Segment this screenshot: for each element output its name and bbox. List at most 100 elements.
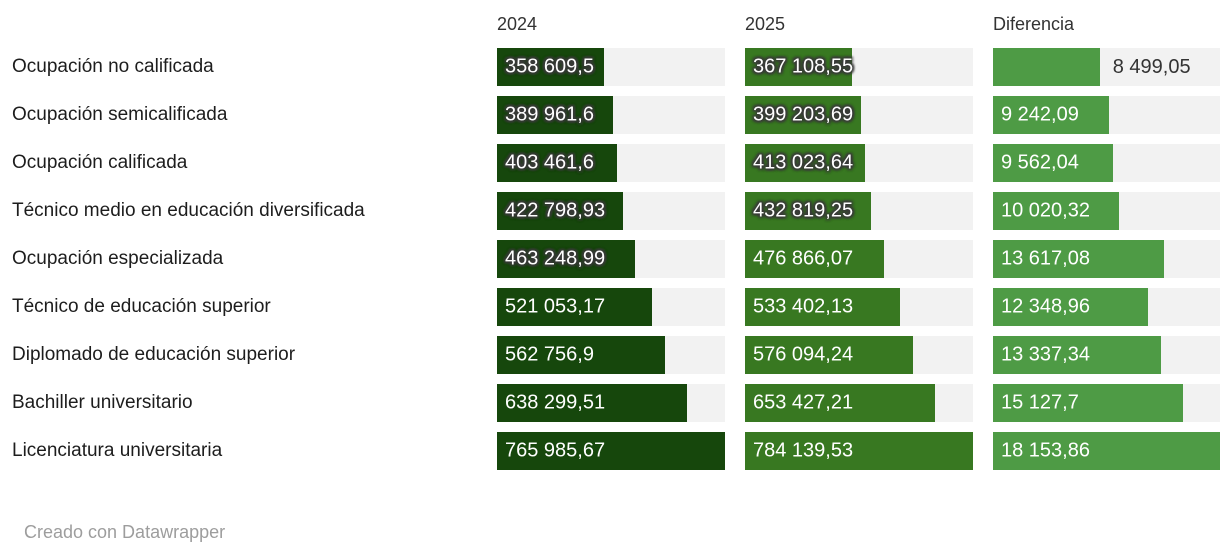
bar-track: 432 819,25 <box>745 192 973 230</box>
bar-value-label: 413 023,64 <box>753 151 854 174</box>
bar-track: 653 427,21 <box>745 384 973 422</box>
bar-track: 399 203,69 <box>745 96 973 134</box>
bar-value-label: 12 348,96 <box>1001 295 1090 318</box>
bar-value-label: 576 094,24 <box>753 343 854 366</box>
bar-diferencia <box>993 192 1119 230</box>
bar-2024 <box>497 96 614 134</box>
table-row: Licenciatura universitaria 765 985,67 784 … <box>12 432 1220 480</box>
bar-value-label: 358 609,5 <box>505 55 594 78</box>
bar-2024 <box>497 336 665 374</box>
bar-value-label: 389 961,6 <box>505 103 594 126</box>
row-label: Ocupación calificada <box>12 152 188 173</box>
bar-diferencia <box>993 240 1165 278</box>
bar-track: 403 461,6 <box>497 144 725 182</box>
bar-2024 <box>497 432 725 470</box>
bar-track: 9 242,09 <box>993 96 1220 134</box>
bar-track: 358 609,5 <box>497 48 725 86</box>
bar-value-label: 18 153,86 <box>1001 439 1090 462</box>
column-header-2025: 2025 <box>745 13 786 34</box>
bar-track: 638 299,51 <box>497 384 725 422</box>
bar-track: 463 248,99 <box>497 240 725 278</box>
bar-2024 <box>497 240 635 278</box>
bar-value-label: 533 402,13 <box>753 295 854 318</box>
row-label: Ocupación especializada <box>12 248 224 269</box>
bar-2025 <box>745 144 866 182</box>
bar-diferencia <box>993 144 1114 182</box>
bar-value-label: 403 461,6 <box>505 151 594 174</box>
bar-diferencia <box>993 336 1161 374</box>
bar-track: 476 866,07 <box>745 240 973 278</box>
bar-value-label: 765 985,67 <box>505 439 606 462</box>
bar-value-label: 562 756,9 <box>505 343 594 366</box>
bar-value-label: 9 242,09 <box>1001 103 1079 126</box>
bar-value-label: 10 020,32 <box>1001 199 1090 222</box>
bar-track: 9 562,04 <box>993 144 1220 182</box>
table-row: Diplomado de educación superior 562 756,9… <box>12 336 1220 384</box>
row-label: Ocupación no calificada <box>12 56 214 77</box>
row-label: Técnico de educación superior <box>12 296 271 317</box>
bar-track: 15 127,7 <box>993 384 1220 422</box>
row-label: Bachiller universitario <box>12 392 193 413</box>
bar-value-label: 399 203,69 <box>753 103 854 126</box>
bar-2025 <box>745 384 935 422</box>
column-header-diferencia: Diferencia <box>993 13 1075 34</box>
bar-value-label: 13 337,34 <box>1001 343 1090 366</box>
bar-value-label: 422 798,93 <box>505 199 606 222</box>
bar-track: 422 798,93 <box>497 192 725 230</box>
bar-2025 <box>745 240 884 278</box>
table-row: Ocupación no calificada 358 609,5 367 108,… <box>12 48 1220 96</box>
bar-value-label: 8 499,05 <box>1112 55 1191 78</box>
bar-track: 18 153,86 <box>993 432 1220 470</box>
datawrapper-credit-link[interactable]: Creado con Datawrapper <box>24 522 226 542</box>
bar-track: 765 985,67 <box>497 432 725 470</box>
bar-value-label: 653 427,21 <box>753 391 854 414</box>
row-label: Licenciatura universitaria <box>12 440 223 461</box>
table-row: Ocupación calificada 403 461,6 413 023,64 9… <box>12 144 1220 192</box>
bar-value-label: 13 617,08 <box>1001 247 1090 270</box>
bar-track: 533 402,13 <box>745 288 973 326</box>
bar-track: 562 756,9 <box>497 336 725 374</box>
bar-track: 784 139,53 <box>745 432 973 470</box>
bar-track: 576 094,24 <box>745 336 973 374</box>
bar-2024 <box>497 288 653 326</box>
bar-diferencia <box>993 384 1183 422</box>
bar-2024 <box>497 48 604 86</box>
bar-diferencia <box>993 96 1110 134</box>
table-row: Ocupación semicalificada 389 961,6 399 203… <box>12 96 1220 144</box>
bar-track: 10 020,32 <box>993 192 1220 230</box>
bar-2025 <box>745 432 973 470</box>
column-header-2024: 2024 <box>497 13 538 34</box>
bar-2024 <box>497 384 687 422</box>
chart-rows: Ocupación no calificada 358 609,5 367 108,… <box>12 48 1220 480</box>
bar-diferencia <box>993 432 1220 470</box>
bar-track: 521 053,17 <box>497 288 725 326</box>
bar-value-label: 638 299,51 <box>505 391 606 414</box>
bar-value-label: 784 139,53 <box>753 439 854 462</box>
bar-track: 13 337,34 <box>993 336 1220 374</box>
table-row: Técnico medio en educación diversificada… <box>12 192 1220 240</box>
bar-diferencia <box>993 288 1149 326</box>
row-label: Ocupación semicalificada <box>12 104 228 125</box>
bar-2025 <box>745 96 862 134</box>
bar-2025 <box>745 336 913 374</box>
bar-2025 <box>745 48 852 86</box>
bar-value-label: 15 127,7 <box>1001 391 1079 414</box>
table-row: Ocupación especializada 463 248,99 476 866… <box>12 240 1220 288</box>
bar-track: 13 617,08 <box>993 240 1220 278</box>
bar-2024 <box>497 144 618 182</box>
bar-value-label: 9 562,04 <box>1001 151 1079 174</box>
bar-value-label: 367 108,55 <box>753 55 854 78</box>
bar-value-label: 463 248,99 <box>505 247 606 270</box>
bar-2025 <box>745 192 871 230</box>
row-label: Diplomado de educación superior <box>12 344 296 365</box>
bar-2025 <box>745 288 901 326</box>
bar-track: 413 023,64 <box>745 144 973 182</box>
bar-track: 8 499,05 <box>993 48 1220 86</box>
bar-track: 367 108,55 <box>745 48 973 86</box>
chart-footer: Creado con Datawrapper <box>24 522 1201 543</box>
bar-value-label: 521 053,17 <box>505 295 606 318</box>
row-label: Técnico medio en educación diversificada <box>12 200 365 221</box>
bar-diferencia <box>993 48 1100 86</box>
bar-track: 12 348,96 <box>993 288 1220 326</box>
